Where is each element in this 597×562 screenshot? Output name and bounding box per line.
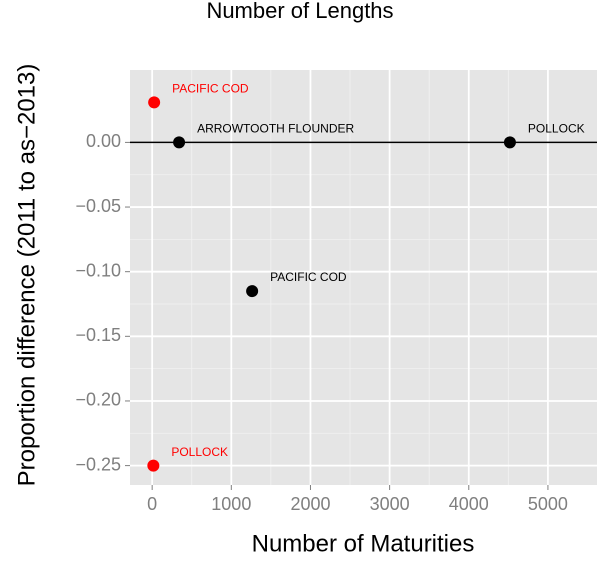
point	[246, 285, 259, 298]
x-axis-title: Number of Maturities	[252, 530, 475, 557]
y-tick-label: −0.20	[75, 390, 121, 410]
y-axis-title: Proportion difference (2011 to as−2013)	[13, 64, 40, 487]
panel	[130, 70, 597, 485]
point-label: ARROWTOOTH FLOUNDER	[197, 122, 354, 136]
point	[148, 96, 161, 109]
y-tick-label: −0.05	[75, 196, 121, 216]
point-label: POLLOCK	[171, 445, 228, 459]
point-label: PACIFIC COD	[172, 81, 249, 95]
point-label: POLLOCK	[528, 122, 585, 136]
x-tick-label: 5000	[528, 494, 568, 514]
x-tick-label: 2000	[290, 494, 330, 514]
y-tick-label: 0.00	[86, 131, 121, 151]
chart-title: Number of Lengths	[206, 0, 393, 23]
y-tick-label: −0.15	[75, 325, 121, 345]
point	[147, 459, 160, 472]
y-tick-label: −0.25	[75, 454, 121, 474]
point	[173, 136, 186, 149]
y-tick-label: −0.10	[75, 260, 121, 280]
x-tick-label: 1000	[211, 494, 251, 514]
point-label: PACIFIC COD	[270, 270, 347, 284]
x-tick-label: 0	[147, 494, 157, 514]
point	[503, 136, 516, 149]
x-tick-label: 4000	[449, 494, 489, 514]
x-tick-label: 3000	[370, 494, 410, 514]
